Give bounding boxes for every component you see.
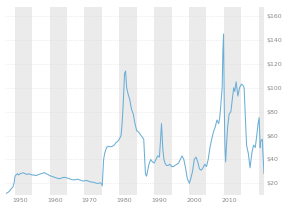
Bar xyxy=(119,7,137,195)
Bar xyxy=(154,7,172,195)
Bar xyxy=(15,7,32,195)
Bar xyxy=(50,7,67,195)
Bar xyxy=(259,7,271,195)
Bar xyxy=(84,7,102,195)
Bar xyxy=(189,7,206,195)
Bar xyxy=(224,7,241,195)
